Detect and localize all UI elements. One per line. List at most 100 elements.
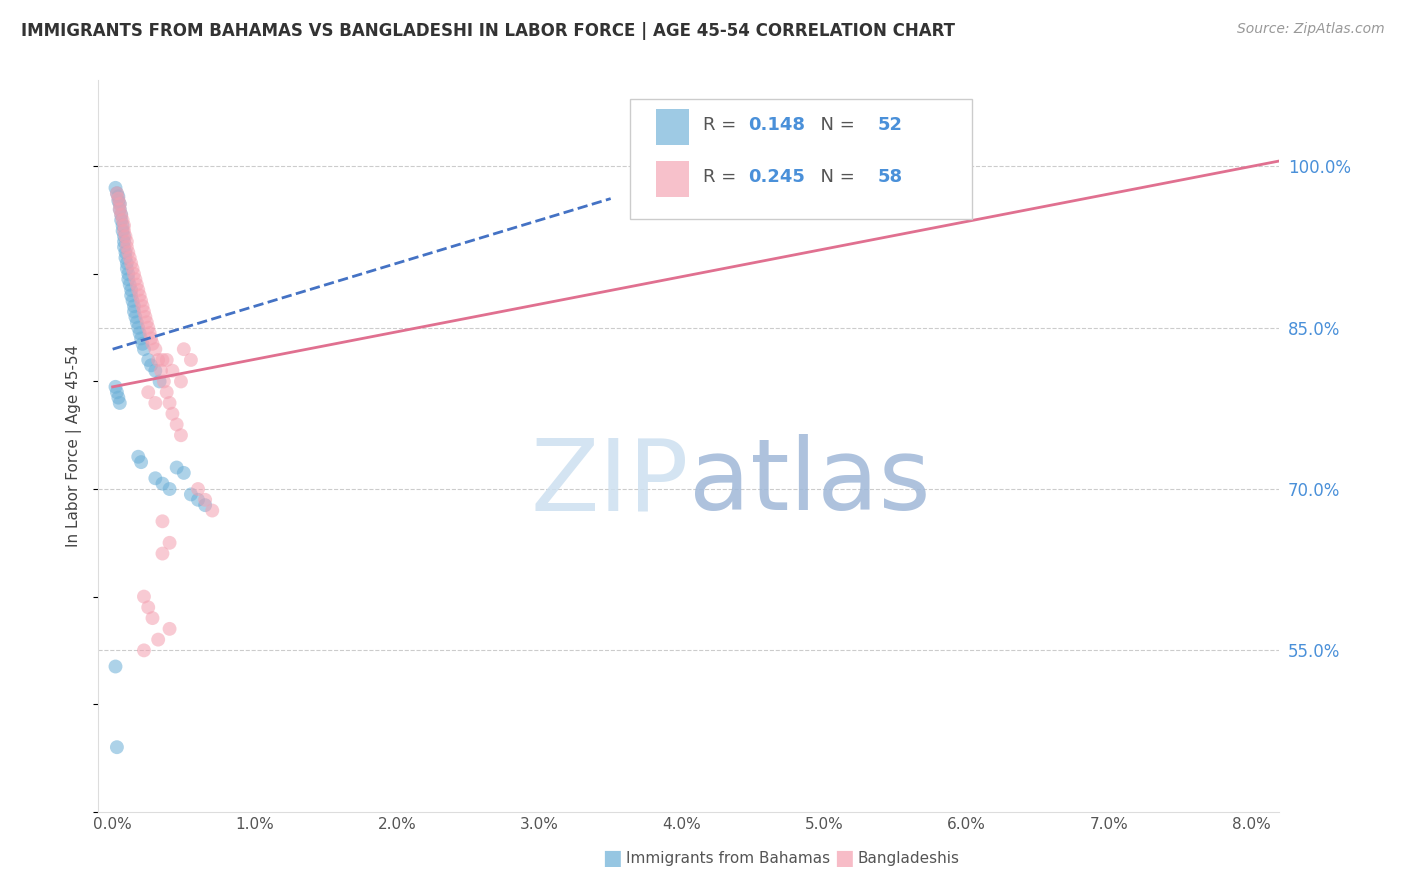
Point bbox=[115, 256, 138, 270]
Text: 0.245: 0.245 bbox=[748, 168, 804, 186]
Point bbox=[141, 336, 163, 351]
Point bbox=[159, 396, 181, 410]
Y-axis label: In Labor Force | Age 45-54: In Labor Force | Age 45-54 bbox=[66, 345, 83, 547]
Point bbox=[117, 267, 139, 281]
Point bbox=[170, 375, 193, 389]
Text: 58: 58 bbox=[877, 168, 903, 186]
Point bbox=[112, 224, 135, 238]
Text: atlas: atlas bbox=[689, 434, 931, 531]
Point bbox=[136, 353, 159, 368]
Point bbox=[121, 293, 143, 308]
Text: Bangladeshis: Bangladeshis bbox=[858, 851, 960, 865]
Text: ZIP: ZIP bbox=[530, 434, 689, 531]
Point bbox=[117, 272, 139, 286]
Point bbox=[127, 450, 149, 464]
Point bbox=[108, 202, 131, 217]
Point bbox=[107, 192, 129, 206]
Point bbox=[143, 342, 166, 356]
Point bbox=[118, 277, 141, 292]
Point bbox=[104, 659, 127, 673]
Text: Source: ZipAtlas.com: Source: ZipAtlas.com bbox=[1237, 22, 1385, 37]
Point bbox=[120, 256, 142, 270]
FancyBboxPatch shape bbox=[630, 99, 973, 219]
Point bbox=[122, 267, 145, 281]
Text: R =: R = bbox=[703, 116, 742, 134]
Point bbox=[107, 391, 129, 405]
Point bbox=[120, 288, 142, 302]
Point bbox=[159, 622, 181, 636]
Text: R =: R = bbox=[703, 168, 742, 186]
Point bbox=[136, 600, 159, 615]
Point bbox=[125, 277, 148, 292]
Point bbox=[121, 261, 143, 276]
Point bbox=[107, 194, 129, 208]
Point bbox=[180, 487, 202, 501]
Point bbox=[180, 353, 202, 368]
Point bbox=[132, 342, 155, 356]
Point bbox=[124, 272, 146, 286]
Point bbox=[128, 288, 150, 302]
Point bbox=[114, 245, 136, 260]
Point bbox=[110, 213, 132, 227]
Point bbox=[136, 385, 159, 400]
Point bbox=[135, 315, 157, 329]
Point bbox=[104, 380, 127, 394]
Point bbox=[110, 208, 132, 222]
Point bbox=[162, 364, 184, 378]
Point bbox=[108, 396, 131, 410]
Point bbox=[120, 283, 142, 297]
Text: ■: ■ bbox=[834, 848, 853, 868]
Text: ■: ■ bbox=[602, 848, 621, 868]
Text: N =: N = bbox=[810, 168, 860, 186]
Point bbox=[132, 590, 155, 604]
Point bbox=[112, 229, 135, 244]
Point bbox=[114, 229, 136, 244]
Point bbox=[170, 428, 193, 442]
Text: N =: N = bbox=[810, 116, 860, 134]
Point bbox=[132, 304, 155, 318]
Point bbox=[166, 460, 188, 475]
Point bbox=[136, 320, 159, 334]
Point bbox=[173, 466, 195, 480]
Point bbox=[143, 396, 166, 410]
Point bbox=[152, 353, 174, 368]
Point bbox=[115, 235, 138, 249]
Point bbox=[152, 547, 174, 561]
Point bbox=[148, 632, 170, 647]
Text: 52: 52 bbox=[877, 116, 903, 134]
Point bbox=[159, 482, 181, 496]
Point bbox=[112, 240, 135, 254]
Point bbox=[139, 331, 162, 345]
Point bbox=[143, 471, 166, 485]
Text: IMMIGRANTS FROM BAHAMAS VS BANGLADESHI IN LABOR FORCE | AGE 45-54 CORRELATION CH: IMMIGRANTS FROM BAHAMAS VS BANGLADESHI I… bbox=[21, 22, 955, 40]
Point bbox=[129, 331, 152, 345]
Point bbox=[115, 240, 138, 254]
Point bbox=[122, 299, 145, 313]
Point bbox=[108, 197, 131, 211]
Point bbox=[111, 219, 134, 233]
Point bbox=[159, 536, 181, 550]
Point bbox=[129, 455, 152, 469]
Point bbox=[112, 235, 135, 249]
Point bbox=[187, 492, 209, 507]
Point bbox=[138, 326, 160, 340]
Point bbox=[150, 364, 173, 378]
Point bbox=[156, 353, 179, 368]
Point bbox=[111, 224, 134, 238]
Point bbox=[162, 407, 184, 421]
FancyBboxPatch shape bbox=[655, 161, 689, 196]
Point bbox=[173, 342, 195, 356]
Point bbox=[125, 315, 148, 329]
Point bbox=[105, 385, 128, 400]
Point bbox=[105, 186, 128, 201]
Point bbox=[187, 482, 209, 496]
Point bbox=[129, 293, 152, 308]
Point bbox=[143, 364, 166, 378]
Point bbox=[111, 213, 134, 227]
Point bbox=[112, 219, 135, 233]
Point bbox=[134, 310, 156, 324]
Point bbox=[152, 514, 174, 528]
Point bbox=[104, 181, 127, 195]
Point bbox=[114, 251, 136, 265]
Point bbox=[105, 740, 128, 755]
